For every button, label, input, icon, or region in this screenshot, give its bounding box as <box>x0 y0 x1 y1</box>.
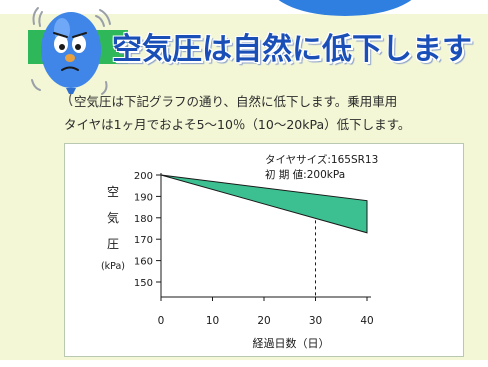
y-axis-label-char-2: 気 <box>107 210 119 225</box>
y-tick-label: 160 <box>134 257 153 268</box>
y-tick-label: 190 <box>134 192 153 203</box>
x-tick-label: 30 <box>309 315 322 327</box>
tire-size-annotation: タイヤサイズ:165SR13 <box>265 153 378 166</box>
x-tick-label: 40 <box>360 315 373 327</box>
pressure-drop-band <box>160 174 368 234</box>
bottom-white-band <box>0 360 488 367</box>
y-axis-label-char-3: 圧 <box>107 237 119 251</box>
x-axis-label: 経過日数（日） <box>253 337 330 350</box>
y-tick-label: 200 <box>134 171 153 182</box>
y-ticks: 200 190 180 170 160 150 <box>134 171 161 289</box>
balloon-mascot-icon <box>31 7 111 106</box>
pressure-chart: 200 190 180 170 160 150 0 10 20 30 40 空 気 圧 (kPa)… <box>101 153 378 350</box>
description-line-1: 空気圧は下記グラフの通り、自然に低下します。乗用車用 <box>74 94 398 109</box>
y-axis-label-char-1: 空 <box>107 185 119 199</box>
y-axis-unit: (kPa) <box>101 261 125 272</box>
y-tick-label: 150 <box>134 278 153 289</box>
mascot-body <box>41 12 101 88</box>
x-tick-label: 20 <box>257 315 270 327</box>
y-tick-label: 170 <box>134 235 153 246</box>
x-ticks: 0 10 20 30 40 <box>158 297 374 327</box>
page-title: 空気圧は自然に低下します <box>112 32 472 67</box>
initial-value-annotation: 初 期 値:200kPa <box>265 168 345 181</box>
x-tick-label: 10 <box>206 315 219 327</box>
description-line-2: タイヤは1ヶ月でおよそ5～10％（10～20kPa）低下します。 <box>64 117 411 132</box>
chart-panel: 200 190 180 170 160 150 0 10 20 30 40 空 気 圧 (kPa)… <box>64 143 464 357</box>
y-tick-label: 180 <box>134 214 153 225</box>
x-tick-label: 0 <box>158 315 165 327</box>
